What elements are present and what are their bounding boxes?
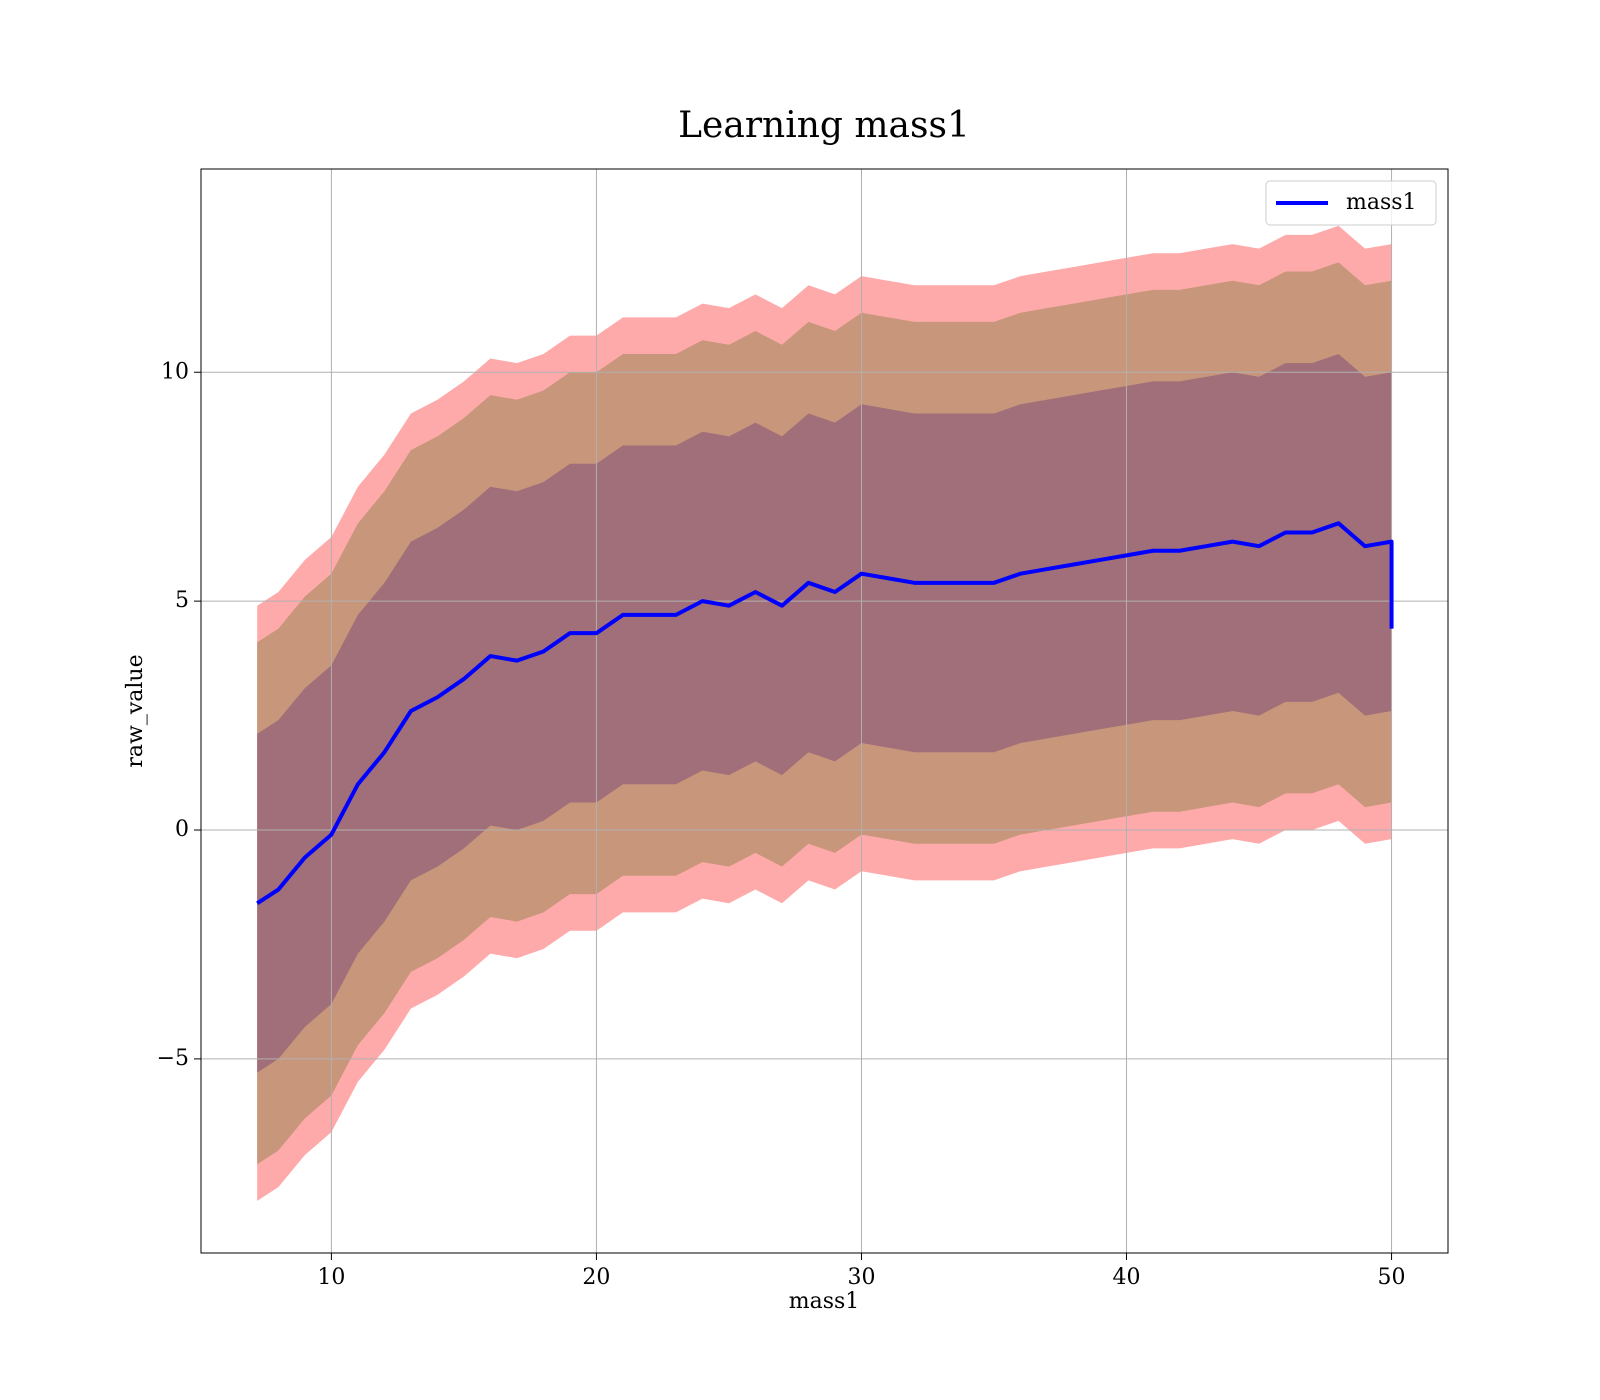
x-tick-label: 10 [317,1265,345,1290]
x-tick-label: 40 [1113,1265,1141,1290]
band-area [257,353,1392,1073]
legend-label: mass1 [1346,190,1417,215]
plot-frame [200,168,1449,1254]
chart-title: Learning mass1 [678,105,970,146]
legend-box [1265,180,1437,226]
y-tick-label: −5 [157,1046,189,1071]
data-line [256,521,1394,905]
legend: mass1 [1265,180,1437,226]
y-tick-label: 10 [161,359,189,384]
y-axis-label: raw_value [123,654,148,767]
x-axis-label: mass1 [789,1289,860,1314]
y-tick-label: 0 [175,817,189,842]
x-tick-label: 30 [847,1265,875,1290]
x-tick-label: 50 [1378,1265,1406,1290]
x-tick-label: 20 [582,1265,610,1290]
y-tick-label: 5 [175,588,189,613]
